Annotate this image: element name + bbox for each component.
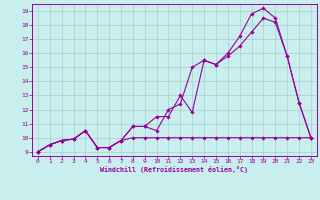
X-axis label: Windchill (Refroidissement éolien,°C): Windchill (Refroidissement éolien,°C): [100, 166, 248, 173]
